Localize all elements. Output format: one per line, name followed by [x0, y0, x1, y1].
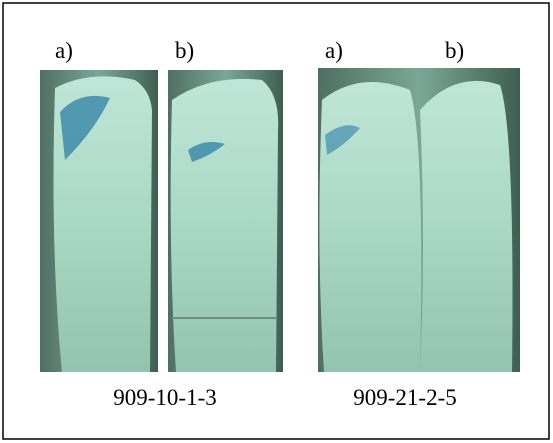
figure: a) b) a) b) 909-10-1-3 909-21-2-5 [0, 0, 553, 443]
panel-label: a) [55, 38, 73, 63]
caption: 909-21-2-5 [353, 385, 456, 410]
photo [40, 70, 158, 372]
panel-label: b) [175, 38, 194, 63]
caption: 909-10-1-3 [113, 385, 216, 410]
page: a) b) a) b) 909-10-1-3 909-21-2-5 (() =>… [0, 0, 553, 443]
photo [318, 68, 520, 372]
panel-label: b) [445, 38, 464, 63]
panel-label: a) [325, 38, 343, 63]
photo [168, 70, 283, 372]
